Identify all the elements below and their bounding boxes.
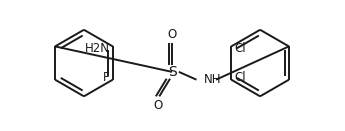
Text: S: S (168, 65, 176, 79)
Text: F: F (103, 71, 110, 84)
Text: Cl: Cl (234, 71, 246, 84)
Text: H2N: H2N (85, 42, 110, 55)
Text: Cl: Cl (234, 42, 246, 55)
Text: NH: NH (204, 73, 222, 86)
Text: O: O (154, 99, 163, 112)
Text: O: O (167, 28, 177, 40)
